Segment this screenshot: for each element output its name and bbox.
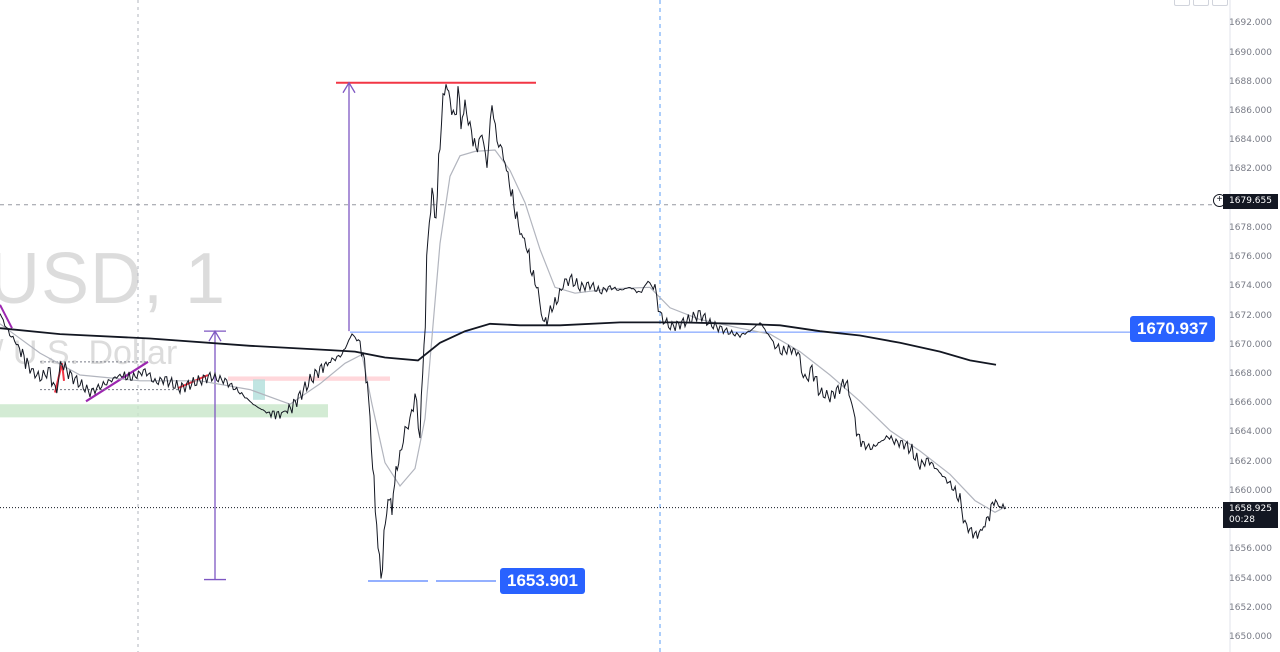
measure-arrow-left[interactable] bbox=[204, 329, 226, 581]
measure-arrow-main[interactable] bbox=[342, 81, 356, 332]
price-axis-tick: 1682.000 bbox=[1229, 164, 1272, 175]
price-label-1670[interactable]: 1670.937 bbox=[1130, 316, 1215, 342]
price-axis-tick: 1670.000 bbox=[1229, 339, 1272, 350]
price-axis-tick: 1692.000 bbox=[1229, 18, 1272, 29]
price-axis-tick: 1666.000 bbox=[1229, 398, 1272, 409]
measure-arrowhead bbox=[342, 81, 356, 94]
price-axis-tick: 1672.000 bbox=[1229, 310, 1272, 321]
small-zone[interactable] bbox=[253, 379, 265, 400]
toolbar-button[interactable] bbox=[1174, 0, 1190, 6]
price-series bbox=[0, 84, 1007, 579]
price-axis-tick: 1664.000 bbox=[1229, 427, 1272, 438]
price-axis-tick: 1652.000 bbox=[1229, 602, 1272, 613]
price-axis-tick: 1684.000 bbox=[1229, 135, 1272, 146]
price-axis-tick: 1650.000 bbox=[1229, 632, 1272, 642]
crosshair-price-label: 1679.655 bbox=[1223, 194, 1278, 209]
trend-drawings[interactable] bbox=[0, 304, 209, 403]
price-axis-tick: 1674.000 bbox=[1229, 281, 1272, 292]
moving-average-slow bbox=[0, 321, 997, 366]
measure-arrowhead bbox=[208, 329, 222, 342]
purple-trendline bbox=[85, 360, 149, 403]
price-axis-tick: 1678.000 bbox=[1229, 222, 1272, 233]
price-axis-tick: 1690.000 bbox=[1229, 47, 1272, 58]
price-label-1653[interactable]: 1653.901 bbox=[500, 568, 585, 594]
price-axis-tick: 1662.000 bbox=[1229, 456, 1272, 467]
price-axis-tick: 1688.000 bbox=[1229, 76, 1272, 87]
price-axis-tick: 1656.000 bbox=[1229, 544, 1272, 555]
price-axis-tick: 1668.000 bbox=[1229, 369, 1272, 379]
price-axis-tick: 1654.000 bbox=[1229, 573, 1272, 584]
toolbar-button[interactable] bbox=[1212, 0, 1228, 6]
last-price-label: 1658.925 00:28 bbox=[1223, 502, 1278, 528]
price-axis-tick: 1676.000 bbox=[1229, 252, 1272, 263]
price-axis-tick: 1686.000 bbox=[1229, 106, 1272, 116]
moving-average-fast bbox=[0, 149, 1007, 513]
demand-zone[interactable] bbox=[0, 404, 328, 418]
toolbar-button[interactable] bbox=[1193, 0, 1209, 6]
purple-trendline bbox=[0, 304, 13, 329]
price-axis-tick: 1660.000 bbox=[1229, 485, 1272, 496]
